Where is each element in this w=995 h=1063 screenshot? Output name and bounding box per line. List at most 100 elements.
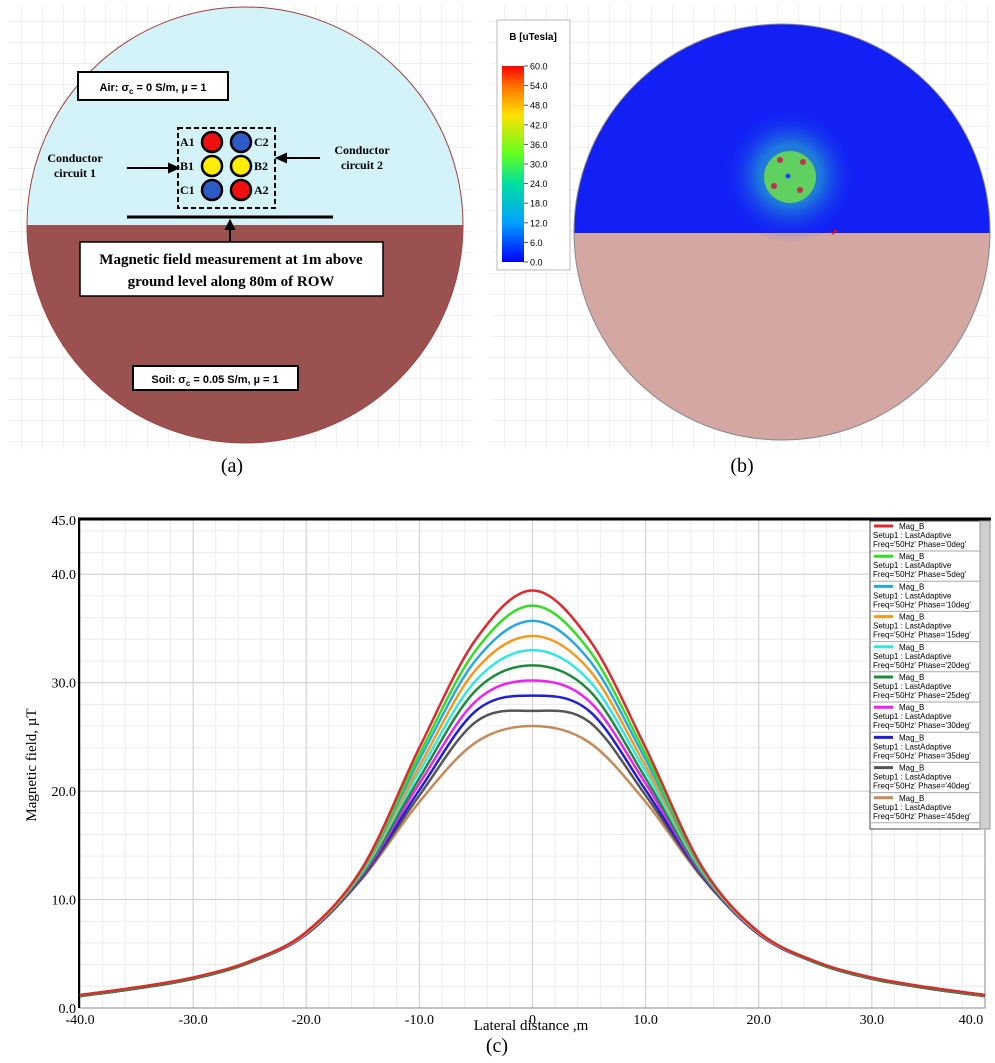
x-tick-label: 20.0 bbox=[747, 1013, 772, 1028]
x-tick-label: -10.0 bbox=[405, 1013, 434, 1028]
x-tick-label: 30.0 bbox=[860, 1013, 885, 1028]
label-part: Air: σ bbox=[100, 82, 130, 94]
legend-variation: Freq='50Hz' Phase='5deg' bbox=[873, 570, 967, 579]
panel-a: Air: σc = 0 S/m, µ = 1 A1 B1 C1 C2 B2 A2… bbox=[8, 4, 473, 477]
caption: (b) bbox=[730, 455, 753, 477]
colorbar-tick-label: 42.0 bbox=[530, 120, 548, 130]
legend-variation: Freq='50Hz' Phase='20deg' bbox=[873, 661, 971, 670]
y-tick-label: 20.0 bbox=[52, 785, 77, 800]
circuit-label: Conductor bbox=[47, 151, 103, 165]
legend-label: Mag_B bbox=[899, 794, 924, 803]
colorbar-tick-label: 30.0 bbox=[530, 160, 548, 170]
legend-label: Mag_B bbox=[899, 522, 924, 531]
colorbar-tick-label: 0.0 bbox=[530, 258, 543, 268]
legend-label: Mag_B bbox=[899, 613, 924, 622]
legend-setup: Setup1 : LastAdaptive bbox=[873, 803, 952, 812]
domain-boundary bbox=[573, 23, 991, 441]
air-label: Air: σc = 0 S/m, µ = 1 bbox=[100, 82, 207, 96]
label-part: Soil: σ bbox=[151, 374, 186, 386]
legend-setup: Setup1 : LastAdaptive bbox=[873, 622, 952, 631]
circuit-label: circuit 2 bbox=[341, 158, 383, 172]
conductor bbox=[200, 130, 224, 154]
soil-label: Soil: σc = 0.05 S/m, µ = 1 bbox=[151, 374, 278, 388]
conductors bbox=[200, 130, 253, 202]
y-tick-label: 10.0 bbox=[52, 894, 77, 909]
panel-b: B [uTesla] 60.0 54.0 48.0 42.0 36.0 30.0 24.0 1… bbox=[490, 4, 991, 477]
circuit-label: Conductor bbox=[334, 143, 390, 157]
legend-setup: Setup1 : LastAdaptive bbox=[873, 591, 952, 600]
legend-variation: Freq='50Hz' Phase='15deg' bbox=[873, 631, 971, 640]
label-part: = 0.05 S/m, µ = 1 bbox=[190, 374, 278, 386]
legend-variation: Freq='50Hz' Phase='10deg' bbox=[873, 600, 971, 609]
legend-variation: Freq='50Hz' Phase='25deg' bbox=[873, 691, 971, 700]
measurement-box bbox=[79, 241, 384, 297]
conductor bbox=[229, 154, 253, 178]
y-tick-label: 40.0 bbox=[52, 568, 77, 583]
conductor bbox=[200, 154, 224, 178]
soil-box bbox=[132, 365, 299, 391]
legend-box bbox=[869, 520, 981, 830]
caption: (c) bbox=[486, 1035, 508, 1057]
conductor bbox=[200, 178, 224, 202]
colorbar-tick-label: 48.0 bbox=[530, 101, 548, 111]
colorbar-title: B [uTesla] bbox=[509, 32, 557, 43]
legend-setup: Setup1 : LastAdaptive bbox=[873, 531, 952, 540]
conductor-label: A2 bbox=[254, 183, 269, 197]
arrowhead bbox=[274, 152, 287, 164]
legend-label: Mag_B bbox=[899, 552, 924, 561]
colorbar bbox=[502, 66, 524, 262]
legend-variation: Freq='50Hz' Phase='30deg' bbox=[873, 721, 971, 730]
conductor-label: B2 bbox=[254, 159, 268, 173]
arrowhead bbox=[168, 162, 181, 174]
colorbar-tick-label: 18.0 bbox=[530, 199, 548, 209]
legend-scrollbar bbox=[979, 520, 991, 830]
y-axis-label: Magnetic field, µT bbox=[24, 708, 40, 821]
x-tick-label: -40.0 bbox=[65, 1013, 94, 1028]
domain-boundary bbox=[26, 6, 464, 444]
measurement-label: ground level along 80m of ROW bbox=[128, 274, 335, 290]
colorbar-tick-label: 12.0 bbox=[530, 218, 548, 228]
y-tick-label: 30.0 bbox=[52, 677, 77, 692]
x-tick-label: 0 bbox=[529, 1013, 536, 1028]
legend-label: Mag_B bbox=[899, 764, 924, 773]
x-tick-label: -30.0 bbox=[179, 1013, 208, 1028]
x-tick-label: -20.0 bbox=[292, 1013, 321, 1028]
panel-c: Lateral distance ,m Magnetic field, µT (… bbox=[8, 508, 992, 1057]
legend-label: Mag_B bbox=[899, 733, 924, 742]
legend-setup: Setup1 : LastAdaptive bbox=[873, 561, 952, 570]
legend-label: Mag_B bbox=[899, 703, 924, 712]
y-tick-label: 0.0 bbox=[59, 1002, 77, 1017]
conductor-label: A1 bbox=[180, 135, 195, 149]
legend-variation: Freq='50Hz' Phase='40deg' bbox=[873, 782, 971, 791]
legend-setup: Setup1 : LastAdaptive bbox=[873, 712, 952, 721]
colorbar-tick-label: 24.0 bbox=[530, 179, 548, 189]
label-part: c bbox=[186, 379, 191, 388]
measurement-label: Magnetic field measurement at 1m above bbox=[99, 252, 363, 268]
air-box bbox=[77, 71, 229, 101]
legend-variation: Freq='50Hz' Phase='35deg' bbox=[873, 751, 971, 760]
legend-label: Mag_B bbox=[899, 582, 924, 591]
conductor-label: C1 bbox=[180, 183, 195, 197]
axis-marker bbox=[830, 229, 838, 235]
colorbar-tick-label: 60.0 bbox=[530, 62, 548, 72]
legend-variation: Freq='50Hz' Phase='0deg' bbox=[873, 540, 967, 549]
colorbar-tick-label: 54.0 bbox=[530, 81, 548, 91]
legend-label: Mag_B bbox=[899, 673, 924, 682]
x-axis-label: Lateral distance ,m bbox=[474, 1018, 589, 1034]
x-tick-label: 10.0 bbox=[633, 1013, 658, 1028]
label-part: = 0 S/m, µ = 1 bbox=[133, 82, 206, 94]
caption: (a) bbox=[221, 455, 243, 477]
legend-variation: Freq='50Hz' Phase='45deg' bbox=[873, 812, 971, 821]
conductor-label: C2 bbox=[254, 135, 269, 149]
series-line bbox=[79, 589, 986, 997]
y-tick-label: 45.0 bbox=[52, 514, 77, 529]
conductor bbox=[229, 130, 253, 154]
label-part: c bbox=[129, 87, 134, 96]
legend-setup: Setup1 : LastAdaptive bbox=[873, 682, 952, 691]
colorbar-tick-label: 36.0 bbox=[530, 140, 548, 150]
legend-label: Mag_B bbox=[899, 643, 924, 652]
legend-setup: Setup1 : LastAdaptive bbox=[873, 742, 952, 751]
x-tick-label: 40.0 bbox=[959, 1013, 984, 1028]
